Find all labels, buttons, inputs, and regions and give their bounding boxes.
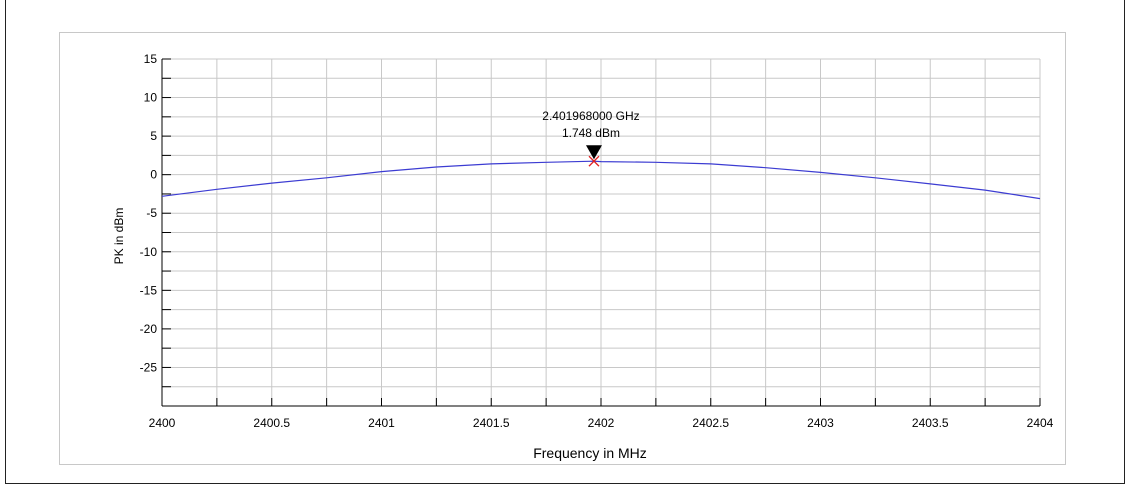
marker-level-label: 1.748 dBm (562, 126, 620, 140)
marker-layer: 2.401968000 GHz 1.748 dBm (542, 109, 640, 167)
outer-frame (5, 0, 1125, 484)
marker-frequency-label: 2.401968000 GHz (542, 109, 639, 123)
y-tick-label: 10 (144, 91, 158, 105)
x-tick-label: 2400.5 (253, 416, 290, 430)
series-layer (161, 160, 1041, 200)
x-axis-label: Frequency in MHz (533, 445, 647, 461)
y-tick-label: -5 (146, 206, 157, 220)
y-tick-label: 0 (150, 168, 157, 182)
x-tick-label: 2401.5 (473, 416, 510, 430)
x-tick-label: 2404 (1027, 416, 1054, 430)
x-tick-label: 2403 (807, 416, 834, 430)
x-tick-label: 2400 (149, 416, 176, 430)
series-line (161, 160, 1041, 200)
y-tick-label: 15 (144, 52, 158, 66)
y-tick-label: -15 (140, 283, 158, 297)
x-tick-label: 2402.5 (692, 416, 729, 430)
axis-layer (161, 58, 1041, 407)
y-tick-label: -10 (140, 245, 158, 259)
y-axis-label: PK in dBm (112, 208, 126, 265)
chart-panel (59, 32, 1066, 465)
x-tick-label: 2402 (588, 416, 615, 430)
marker-cross-icon (588, 155, 600, 167)
x-tick-label: 2403.5 (912, 416, 949, 430)
x-tick-label: 2401 (368, 416, 395, 430)
y-tick-label: 5 (150, 129, 157, 143)
tick-layer: 2400 2400.5 2401 2401.5 2402 2402.5 2403 2403.5… (140, 52, 1054, 430)
marker-triangle-icon (585, 145, 602, 160)
y-tick-label: -20 (140, 322, 158, 336)
y-tick-label: -25 (140, 360, 158, 374)
